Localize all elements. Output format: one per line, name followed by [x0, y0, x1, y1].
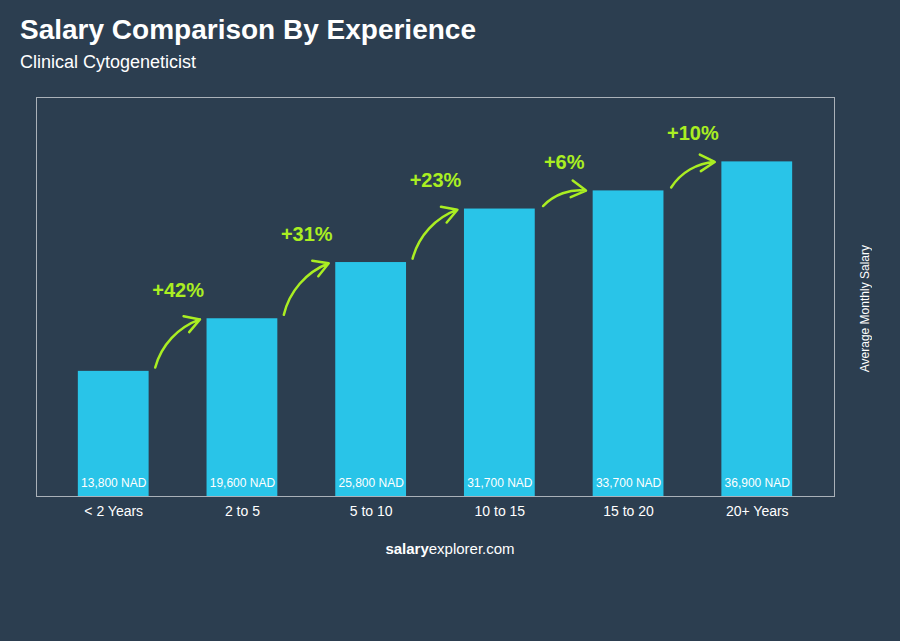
svg-text:5 to 10: 5 to 10 [350, 503, 393, 519]
svg-text:10 to 15: 10 to 15 [475, 503, 526, 519]
svg-text:13,800 NAD: 13,800 NAD [81, 476, 147, 490]
svg-text:33,700 NAD: 33,700 NAD [596, 476, 662, 490]
svg-text:+10%: +10% [667, 122, 719, 144]
html-text:Salary Comparison By Experienc: Salary Comparison By Experience [20, 14, 476, 45]
svg-text:< 2 Years: < 2 Years [84, 503, 143, 519]
html-text:Clinical Cytogeneticist: Clinical Cytogeneticist [20, 52, 197, 72]
svg-text:2 to 5: 2 to 5 [225, 503, 260, 519]
svg-text:19,600 NAD: 19,600 NAD [210, 476, 276, 490]
svg-text:31,700 NAD: 31,700 NAD [467, 476, 533, 490]
svg-text:20+ Years: 20+ Years [726, 503, 789, 519]
svg-text:+23%: +23% [410, 169, 462, 191]
svg-text:25,800 NAD: 25,800 NAD [338, 476, 404, 490]
html-text:salary explorer.com: salary explorer.com [385, 540, 515, 557]
svg-text:15 to 20: 15 to 20 [603, 503, 654, 519]
svg-text:+31%: +31% [281, 223, 333, 245]
html-text:Average Monthly Salary: Average Monthly Salary [858, 244, 872, 373]
svg-text:+6%: +6% [544, 151, 585, 173]
svg-text:36,900 NAD: 36,900 NAD [725, 476, 791, 490]
svg-text:+42%: +42% [152, 279, 204, 301]
